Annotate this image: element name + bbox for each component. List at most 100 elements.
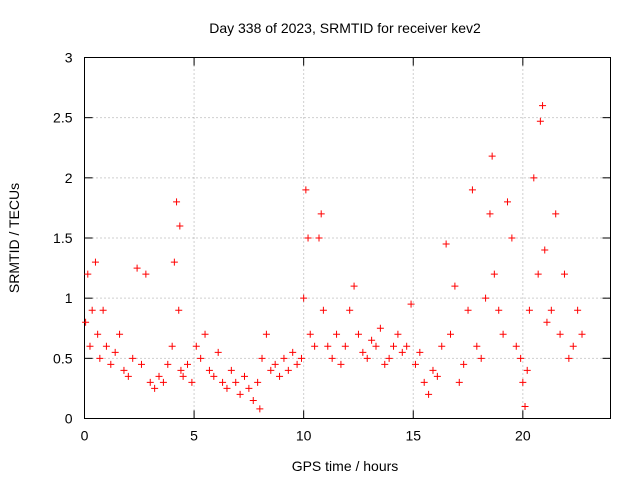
data-point (300, 294, 308, 302)
data-point (363, 354, 371, 362)
data-point (176, 222, 184, 230)
data-point (517, 354, 525, 362)
data-point (289, 348, 297, 356)
data-point (560, 270, 568, 278)
data-point (477, 354, 485, 362)
data-point (337, 360, 345, 368)
data-point (142, 270, 150, 278)
data-point (376, 324, 384, 332)
data-point (556, 330, 564, 338)
data-point (425, 390, 433, 398)
data-point (271, 360, 279, 368)
data-point (464, 306, 472, 314)
data-point (333, 330, 341, 338)
data-point (111, 348, 119, 356)
y-tick-label: 0 (65, 411, 73, 427)
data-point (96, 354, 104, 362)
data-point (416, 348, 424, 356)
data-point (354, 330, 362, 338)
data-point (254, 378, 262, 386)
data-point (541, 246, 549, 254)
data-point (297, 354, 305, 362)
data-point (84, 270, 92, 278)
y-tick-label: 2 (65, 170, 73, 186)
data-point (394, 330, 402, 338)
data-point (536, 117, 544, 125)
data-point (210, 372, 218, 380)
data-point (94, 330, 102, 338)
data-point (197, 354, 205, 362)
data-point (293, 360, 301, 368)
y-tick-label: 2.5 (53, 110, 73, 126)
data-point (482, 294, 490, 302)
data-point (411, 360, 419, 368)
data-point (315, 234, 323, 242)
data-point (490, 270, 498, 278)
data-point (116, 330, 124, 338)
x-tick-label: 0 (81, 428, 89, 444)
data-point (179, 372, 187, 380)
data-point (451, 282, 459, 290)
data-point (420, 378, 428, 386)
data-point (324, 342, 332, 350)
data-point (543, 318, 551, 326)
data-point (205, 366, 213, 374)
data-point (267, 366, 275, 374)
data-point (99, 306, 107, 314)
data-point (245, 384, 253, 392)
data-point (569, 342, 577, 350)
data-point (519, 378, 527, 386)
data-point (151, 384, 159, 392)
data-point (350, 282, 358, 290)
data-point (521, 402, 529, 410)
data-point (173, 198, 181, 206)
data-point (107, 360, 115, 368)
data-point (170, 258, 178, 266)
data-point (552, 210, 560, 218)
data-point (328, 354, 336, 362)
data-point (129, 354, 137, 362)
data-point (508, 234, 516, 242)
data-point (385, 354, 393, 362)
y-tick-label: 1 (65, 290, 73, 306)
data-point (159, 378, 167, 386)
data-point (86, 342, 94, 350)
data-point (276, 372, 284, 380)
data-point (146, 378, 154, 386)
data-point (88, 306, 96, 314)
data-point (429, 366, 437, 374)
y-tick-label: 0.5 (53, 350, 73, 366)
data-point (256, 405, 264, 413)
data-point (284, 366, 292, 374)
data-point (398, 348, 406, 356)
data-point (137, 360, 145, 368)
x-tick-label: 20 (515, 428, 531, 444)
data-point (486, 210, 494, 218)
data-point (512, 342, 520, 350)
data-point (503, 198, 511, 206)
data-point (460, 360, 468, 368)
y-axis-label: SRMTID / TECUs (6, 183, 22, 293)
data-point (249, 396, 257, 404)
y-tick-label: 3 (65, 50, 73, 66)
data-point (530, 174, 538, 182)
data-point (565, 354, 573, 362)
data-point (525, 306, 533, 314)
data-point (346, 306, 354, 314)
data-point (368, 336, 376, 344)
data-point (578, 330, 586, 338)
data-point (177, 366, 185, 374)
data-point (227, 366, 235, 374)
data-point (223, 384, 231, 392)
data-point (232, 378, 240, 386)
x-axis-label: GPS time / hours (292, 458, 399, 474)
data-point (175, 306, 183, 314)
data-point (499, 330, 507, 338)
data-point (311, 342, 319, 350)
data-point (523, 366, 531, 374)
data-points (82, 102, 586, 413)
data-point (184, 360, 192, 368)
data-point (438, 342, 446, 350)
x-tick-label: 5 (190, 428, 198, 444)
